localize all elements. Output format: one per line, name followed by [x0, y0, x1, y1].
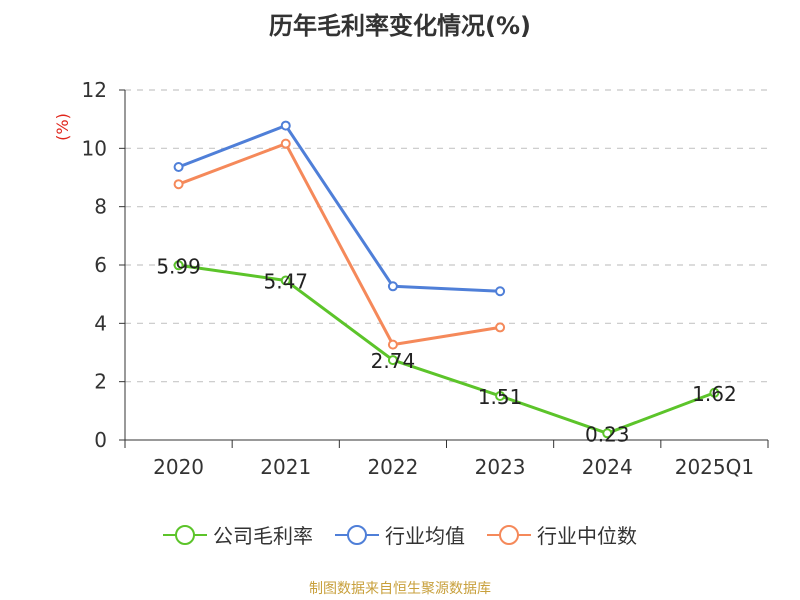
x-tick-label-2025Q1: 2025Q1: [675, 455, 754, 479]
data-point-industry-mean-2021: [280, 120, 291, 131]
data-label-2022: 2.74: [371, 349, 416, 373]
data-label-2023: 1.51: [478, 385, 523, 409]
y-tick-label-2: 2: [94, 370, 107, 394]
data-point-company-margin-2022: [387, 355, 398, 366]
data-point-industry-mean-2020: [173, 162, 184, 172]
data-point-industry-median-2020: [173, 179, 184, 190]
data-point-industry-mean-2022: [387, 281, 398, 292]
legend-marker-industry-median: [487, 524, 531, 545]
x-tick-label-2023: 2023: [475, 455, 526, 479]
legend-label-industry-mean: 行业均值: [385, 524, 465, 548]
y-tick-label-4: 4: [94, 311, 107, 335]
legend-label-company-margin: 公司毛利率: [213, 524, 313, 548]
y-tick-label-8: 8: [94, 195, 107, 219]
chart-title: 历年毛利率变化情况(%): [269, 12, 531, 40]
y-tick-label-6: 6: [94, 253, 107, 277]
data-point-company-margin-2021: [280, 275, 291, 286]
data-point-company-margin-2024: [602, 428, 613, 439]
series-line-industry-median: [178, 142, 501, 347]
series-line-industry-mean: [178, 124, 501, 293]
x-tick-label-2021: 2021: [260, 455, 311, 479]
data-label-2024: 0.23: [585, 422, 630, 446]
data-label-2020: 5.99: [156, 254, 201, 278]
legend-label-industry-median: 行业中位数: [537, 524, 637, 548]
source-note: 制图数据来自恒生聚源数据库: [309, 581, 491, 597]
y-tick-label-0: 0: [94, 428, 107, 452]
data-point-industry-median-2022: [387, 339, 398, 350]
legend-marker-industry-mean: [335, 524, 379, 545]
data-label-2021: 5.47: [263, 269, 308, 293]
data-point-company-margin-2025Q1: [709, 387, 720, 398]
data-point-industry-mean-2023: [495, 286, 506, 297]
x-tick-label-2024: 2024: [582, 455, 633, 479]
legend-item-industry-median[interactable]: 行业中位数: [487, 520, 637, 549]
x-tick-label-2020: 2020: [153, 455, 204, 479]
data-point-company-margin-2023: [495, 390, 506, 401]
legend: 公司毛利率 行业均值 行业中位数: [0, 520, 800, 549]
legend-marker-company-margin: [163, 524, 207, 545]
y-tick-label-12: 12: [82, 78, 107, 102]
legend-item-company-margin[interactable]: 公司毛利率: [163, 520, 313, 549]
data-point-industry-median-2023: [495, 322, 506, 333]
y-tick-label-10: 10: [82, 136, 107, 160]
data-point-industry-median-2021: [280, 138, 291, 149]
data-point-company-margin-2020: [173, 260, 184, 271]
x-tick-label-2022: 2022: [367, 455, 418, 479]
legend-item-industry-mean[interactable]: 行业均值: [335, 520, 465, 549]
series-line-company-margin: [178, 263, 715, 435]
y-axis-label: (%): [53, 113, 72, 141]
data-label-2025Q1: 1.62: [692, 382, 737, 406]
